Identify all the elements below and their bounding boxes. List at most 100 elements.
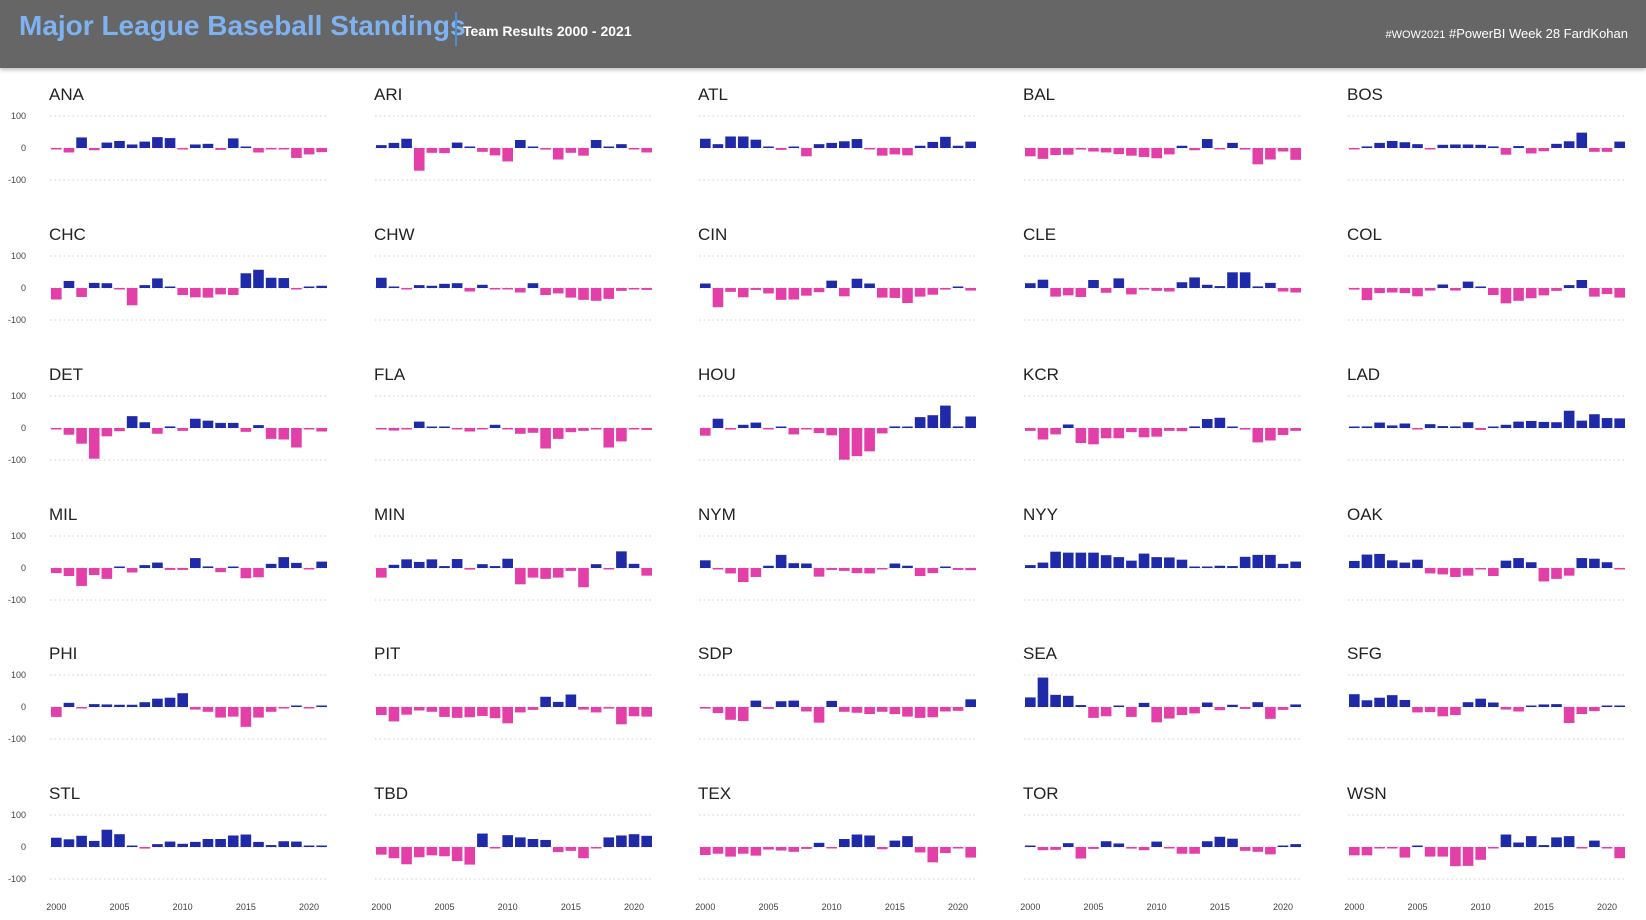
bar-2014 [227, 422, 239, 428]
bar-2016 [1551, 288, 1562, 291]
bar-2005 [1412, 845, 1423, 847]
bar-2014 [876, 847, 888, 850]
bar-2015 [240, 568, 252, 579]
bar-2017 [590, 428, 602, 430]
bar-2010 [1151, 428, 1162, 437]
bar-2008 [477, 148, 488, 152]
bar-2010 [177, 288, 188, 296]
team-chart-fla: FLA [374, 365, 653, 461]
bar-2000 [1349, 148, 1360, 150]
bar-2000 [1349, 560, 1360, 568]
team-chart-oak: OAK [1347, 505, 1626, 601]
bar-2012 [1500, 707, 1512, 710]
bar-2005 [439, 847, 450, 857]
bar-2020 [1277, 428, 1289, 436]
bar-2008 [801, 288, 812, 296]
bar-2008 [152, 844, 163, 847]
bar-2006 [1100, 707, 1112, 717]
bar-2017 [1563, 836, 1575, 847]
bar-2019 [1265, 847, 1276, 855]
bar-2011 [1164, 847, 1175, 849]
bar-2010 [1475, 144, 1486, 148]
bar-2003 [737, 424, 749, 428]
bar-2021 [641, 568, 652, 576]
bar-2013 [864, 707, 875, 715]
bar-2016 [253, 707, 264, 718]
bar-2020 [1601, 562, 1613, 568]
bar-2017 [1563, 410, 1575, 428]
bar-2008 [1450, 426, 1461, 428]
bar-2019 [616, 428, 627, 442]
bar-2007 [139, 565, 151, 568]
bar-2013 [215, 288, 226, 295]
bar-2003 [1386, 425, 1398, 428]
bar-2010 [1151, 288, 1162, 291]
bar-2011 [839, 288, 850, 297]
bar-2001 [1361, 847, 1373, 856]
bar-2000 [1349, 694, 1360, 707]
bar-2000 [1025, 697, 1036, 707]
bar-2001 [388, 286, 400, 288]
bar-2021 [316, 285, 327, 288]
bar-2003 [1062, 695, 1074, 707]
bar-2011 [1164, 288, 1175, 292]
team-chart-pit: PIT [374, 644, 653, 740]
y-tick-label: 100 [11, 670, 26, 680]
bar-2014 [1525, 705, 1537, 707]
bar-2001 [63, 839, 75, 847]
bar-2001 [1037, 847, 1049, 851]
bar-2006 [1424, 424, 1436, 428]
bar-2021 [1290, 704, 1301, 707]
bar-2008 [152, 278, 163, 288]
bar-2011 [515, 288, 526, 293]
bar-2001 [388, 564, 400, 568]
x-tick-label: 2005 [1083, 902, 1103, 912]
bar-2018 [1576, 132, 1588, 148]
bar-2008 [1126, 560, 1137, 568]
bar-2000 [51, 837, 62, 847]
bar-2019 [291, 705, 302, 707]
bar-2021 [316, 561, 327, 568]
bar-2003 [413, 847, 425, 858]
bar-2018 [278, 707, 290, 709]
bar-2007 [788, 700, 800, 707]
bar-2021 [965, 847, 976, 858]
bar-2008 [152, 137, 163, 148]
bar-2006 [1424, 288, 1436, 291]
team-label: MIN [374, 505, 405, 524]
team-label: HOU [698, 365, 736, 384]
team-chart-stl: STL 100 0 -100 2000 2005 2010 2015 2020 [8, 784, 328, 912]
bar-2010 [1475, 286, 1486, 288]
bar-2000 [376, 847, 387, 855]
bar-2009 [813, 707, 825, 723]
bar-2011 [839, 568, 850, 571]
bar-2014 [1525, 148, 1537, 154]
bar-2000 [51, 707, 62, 717]
bar-2003 [413, 148, 425, 171]
bar-2011 [839, 141, 850, 148]
bar-2015 [565, 568, 577, 571]
y-tick-label: -100 [8, 595, 26, 605]
team-label: KCR [1023, 365, 1059, 384]
bar-2017 [914, 568, 926, 576]
team-label: STL [49, 784, 80, 803]
bar-2003 [1386, 140, 1398, 148]
page-title: Major League Baseball Standings [19, 10, 466, 41]
bar-2003 [1386, 695, 1398, 707]
y-tick-label: -100 [8, 175, 26, 185]
y-tick-label: 0 [21, 563, 26, 573]
bar-2013 [215, 568, 226, 573]
bar-2004 [1075, 847, 1087, 859]
bar-2015 [565, 148, 577, 153]
bar-2006 [1100, 288, 1112, 293]
team-chart-chc: CHC 100 0 -100 [8, 225, 328, 325]
bar-2004 [750, 847, 762, 856]
bar-2005 [439, 426, 450, 428]
bar-2021 [1614, 288, 1625, 298]
bar-2018 [603, 707, 615, 709]
bar-2015 [889, 426, 901, 428]
bar-2012 [527, 283, 539, 288]
bar-2011 [515, 707, 526, 713]
bar-2012 [1176, 707, 1188, 715]
bar-2006 [1424, 568, 1436, 574]
